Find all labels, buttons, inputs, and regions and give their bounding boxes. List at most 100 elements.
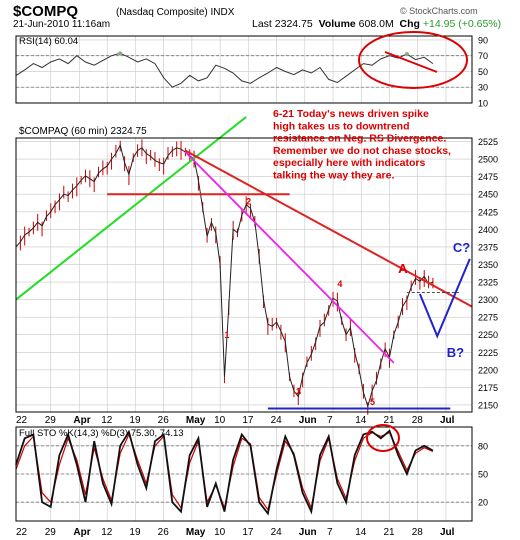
green-uptrend-line [15,116,247,301]
downtrend-resistance-line [184,149,473,308]
price-tick-label: 2500 [478,155,498,165]
wave-label-3: 4 [337,279,342,289]
sto-frame [15,426,473,522]
rsi-overbought-mark-0 [118,51,123,56]
index-full-name: (Nasdaq Composite) [116,7,208,18]
wave-label-7: C? [453,240,470,255]
price-xtick-label: 26 [158,415,170,426]
sto-xtick-label: 19 [129,527,141,538]
price-tick-label: 2350 [478,260,498,270]
price-tick-label: 2275 [478,313,498,323]
annotation-note-line-0: 6-21 Today's news driven spike [273,108,429,120]
sto-tick-label: 80 [478,441,488,451]
wave-label-5: A [398,261,408,276]
sto-k-line [15,429,434,516]
sto-xtick-label: 21 [383,527,395,538]
rsi-title: RSI(14) 60.04 [19,36,78,47]
price-tick-label: 2175 [478,383,498,393]
price-xtick-label: 19 [129,415,141,426]
price-xtick-label: 21 [383,415,395,426]
price-tick-label: 2200 [478,365,498,375]
magenta-trend-line [184,151,395,364]
price-tick-label: 2150 [478,400,498,410]
wave-label-4: 5 [370,397,375,407]
sto-xtick-label: May [186,527,206,538]
sto-xtick-label: 26 [158,527,170,538]
price-tick-label: 2400 [478,225,498,235]
annotation-note-line-3: Remember we do not chase stocks, [273,145,451,157]
price-xtick-label: 10 [214,415,226,426]
wave-label-2: 3 [296,386,301,396]
sto-xtick-label: 22 [16,527,28,538]
sto-xtick-label: 29 [45,527,57,538]
price-xtick-label: Jun [299,415,317,426]
annotation-note-line-2: resistance on Neg. RS Divergence. [273,133,446,145]
sto-xtick-label: 24 [271,527,283,538]
price-xtick-label: 7 [327,415,333,426]
price-xtick-label: 17 [242,415,254,426]
source-credit: © StockCharts.com [400,6,478,16]
rsi-divergence-line [384,51,438,73]
wave-label-0: 1 [224,330,229,340]
price-line [15,143,434,409]
price-tick-label: 2375 [478,242,498,252]
price-xtick-label: Apr [73,415,90,426]
price-xtick-label: 29 [45,415,57,426]
rsi-tick-label: 70 [478,51,488,61]
rsi-tick-label: 30 [478,83,488,93]
sto-xtick-label: Jun [299,527,317,538]
volume-value: 608.0M [358,18,394,30]
rsi-overbought-mark-1 [404,52,409,57]
volume-label: Volume [318,18,356,30]
sto-xtick-label: 14 [355,527,367,538]
sto-tick-label: 50 [478,470,488,480]
sto-xtick-label: 28 [412,527,424,538]
chg-label: Chg [399,18,420,30]
price-xtick-label: May [186,415,206,426]
wave-label-6: B? [447,345,464,360]
exchange-label: INDX [210,7,235,18]
rsi-tick-label: 50 [478,67,488,77]
last-label: Last [252,18,272,30]
price-xtick-label: 22 [16,415,28,426]
sto-xtick-label: 7 [327,527,333,538]
projection-path [418,258,471,339]
sto-tick-label: 20 [478,498,488,508]
price-frame [15,137,473,413]
price-tick-label: 2425 [478,207,498,217]
price-title: $COMPAQ (60 min) 2324.75 [19,126,147,137]
price-tick-label: 2475 [478,172,498,182]
price-xtick-label: 24 [271,415,283,426]
rsi-highlight-ellipse [358,31,468,89]
annotation-note-line-1: high takes us to downtrend [273,120,410,132]
chg-value: +14.95 (+0.65%) [422,18,502,30]
last-value: 2324.75 [274,18,313,30]
annotation-note-line-5: talking the way they are. [273,170,394,182]
wave-label-1: 2 [246,197,251,207]
sto-xtick-label: Jul [440,527,455,538]
symbol-title: $COMPQ [13,3,79,20]
sto-title: Full STO %K(14,3) %D(3) 75.30, 74.13 [19,428,184,439]
sto-highlight-ellipse [366,424,400,452]
price-stats: Last 2324.75 Volume 608.0M Chg +14.95 (+… [252,18,501,30]
rsi-frame [15,35,473,104]
sto-xtick-label: 10 [214,527,226,538]
price-tick-label: 2450 [478,190,498,200]
rsi-line [15,52,434,88]
datetime-label: 21-Jun-2010 11:16am [13,19,111,30]
rsi-tick-label: 10 [478,99,488,109]
price-xtick-label: 14 [355,415,367,426]
sto-xtick-label: 12 [101,527,113,538]
annotation-note-line-4: especially here with indicators [273,157,425,169]
price-tick-label: 2325 [478,278,498,288]
price-xtick-label: Jul [440,415,455,426]
price-xtick-label: 28 [412,415,424,426]
rsi-tick-label: 90 [478,35,488,45]
sto-xtick-label: 17 [242,527,254,538]
price-tick-label: 2225 [478,348,498,358]
price-tick-label: 2525 [478,137,498,147]
price-xtick-label: 12 [101,415,113,426]
sto-xtick-label: Apr [73,527,90,538]
price-tick-label: 2250 [478,330,498,340]
